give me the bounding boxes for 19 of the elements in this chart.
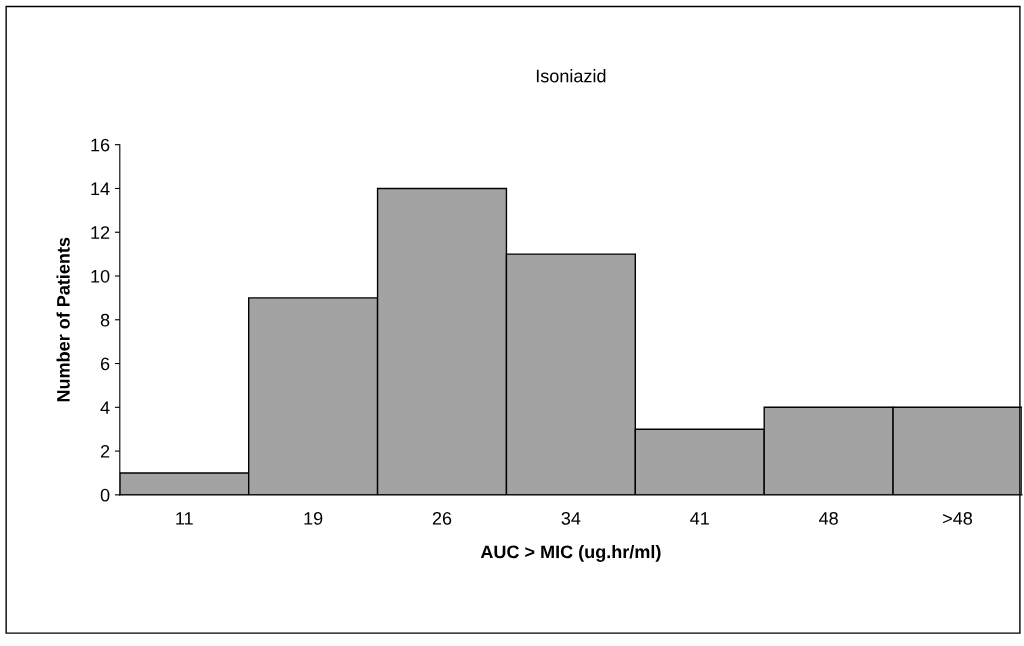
y-tick-label: 2	[100, 445, 110, 458]
y-tick-label: 16	[91, 138, 110, 152]
y-tick-label: 8	[100, 313, 110, 327]
x-tick-label: 41	[690, 512, 709, 525]
x-tick-label: 48	[819, 511, 838, 525]
x-tick-label: 26	[432, 511, 452, 525]
x-tick-label: >48	[943, 511, 973, 525]
y-tick-label: 0	[100, 488, 110, 502]
x-tick-label: 11	[176, 512, 193, 525]
y-tick-label: 12	[91, 226, 110, 239]
x-tick-label: 19	[304, 511, 323, 525]
x-axis-title: AUC > MIC (ug.hr/ml)	[480, 545, 661, 562]
y-axis-title: Number of Patients	[56, 237, 70, 402]
x-tick-label: 34	[561, 511, 581, 525]
y-tick-label: 6	[100, 357, 110, 371]
chart-title: Isoniazid	[536, 69, 606, 83]
y-tick-label: 14	[91, 182, 110, 196]
y-tick-label: 4	[100, 401, 110, 414]
y-tick-label: 10	[91, 269, 110, 283]
